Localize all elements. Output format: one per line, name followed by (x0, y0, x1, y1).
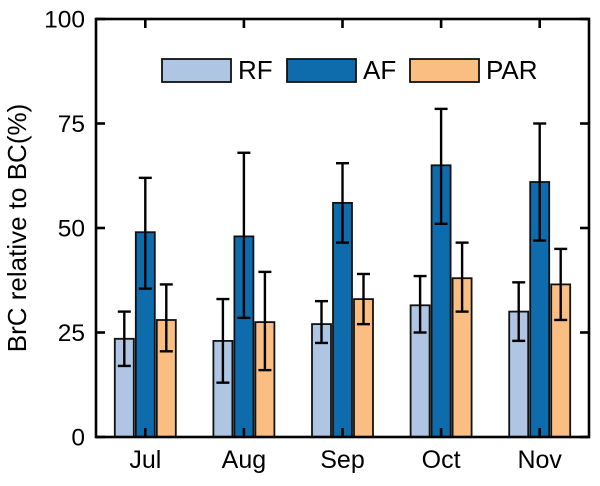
ytick-label-75: 75 (58, 111, 85, 138)
legend-swatch-rf (161, 58, 232, 83)
y-axis-label: BrC relative to BC(%) (2, 104, 32, 353)
ytick-label-25: 25 (58, 320, 85, 347)
legend: RF AF PAR (161, 55, 538, 85)
legend-label-af: AF (363, 55, 396, 85)
ytick-label-100: 100 (44, 7, 85, 34)
tick-marks-group (96, 17, 589, 439)
legend-label-par: PAR (486, 55, 538, 85)
legend-label-rf: RF (238, 55, 273, 85)
xtick-label-nov: Nov (517, 446, 562, 474)
legend-swatch-par (409, 58, 480, 83)
errorbars-group (117, 107, 568, 384)
xtick-label-aug: Aug (222, 446, 266, 474)
ytick-label-0: 0 (71, 425, 85, 452)
ytick-labels-group: 0 25 50 75 100 (44, 7, 85, 452)
xtick-labels-group: Jul Aug Sep Oct Nov (129, 446, 562, 474)
legend-swatch-af (286, 58, 357, 83)
ytick-label-50: 50 (58, 216, 85, 243)
xtick-label-jul: Jul (129, 446, 161, 474)
xtick-label-sep: Sep (320, 446, 364, 474)
xtick-label-oct: Oct (422, 446, 461, 474)
